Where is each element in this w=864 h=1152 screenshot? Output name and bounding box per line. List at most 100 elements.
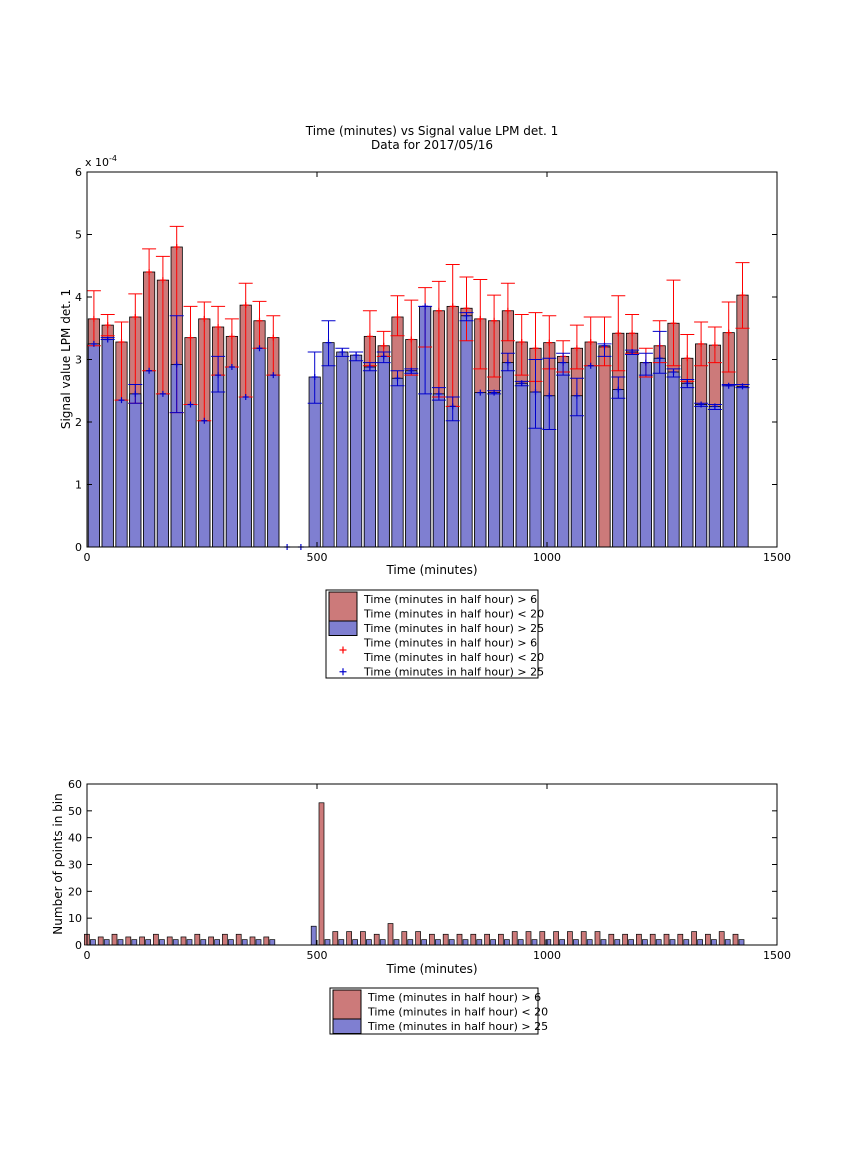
bar-series-b	[225, 366, 238, 548]
error-bar-series-a	[473, 279, 488, 370]
x-tick-label: 1500	[763, 551, 791, 564]
bar-series-a	[429, 933, 435, 946]
bar-series-b	[324, 939, 331, 946]
bar-series-a	[208, 936, 214, 946]
y-tick-label: 3	[75, 354, 82, 367]
bar-series-a	[567, 931, 573, 946]
bar-series-b	[446, 405, 459, 548]
bar-series-a	[622, 933, 628, 946]
x-tick-label: 500	[307, 551, 328, 564]
bar-series-a	[111, 933, 118, 946]
bar-series-b	[738, 939, 745, 946]
bar-series-b	[462, 939, 469, 946]
error-bar-series-a	[500, 282, 515, 342]
bar-series-b	[407, 939, 414, 946]
bar-series-b	[667, 371, 680, 548]
bar-series-b	[255, 939, 262, 946]
bar-series-a	[594, 931, 601, 946]
error-bar-series-b	[431, 387, 446, 401]
error-bar-series-b	[694, 401, 709, 408]
bar-series-b	[87, 343, 100, 548]
error-bar-series-b	[349, 351, 364, 362]
y-axis-label: Signal value LPM det. 1	[59, 289, 73, 429]
bar-series-b	[557, 362, 570, 548]
bar-series-a	[598, 346, 611, 548]
error-bar-series-b	[187, 401, 194, 408]
bar-series-a	[553, 931, 559, 946]
error-bar-series-b	[211, 355, 226, 393]
bar-series-a	[166, 936, 173, 946]
bar-series-a	[249, 936, 256, 946]
error-bar-series-b	[256, 345, 263, 352]
bar-series-b	[363, 366, 376, 548]
y-tick-label: 2	[75, 416, 82, 429]
bar-series-b	[377, 355, 390, 548]
bar-series-b	[352, 939, 358, 946]
bar-series-a	[705, 933, 711, 946]
error-bars-group	[86, 225, 750, 550]
bar-series-a	[663, 933, 670, 946]
bar-series-b	[515, 382, 528, 548]
error-bar-series-a	[431, 280, 446, 398]
error-bar-series-b	[90, 340, 97, 347]
bar-series-b	[101, 339, 114, 548]
bar-series-b	[379, 939, 386, 946]
bar-series-b	[117, 939, 124, 946]
bar-series-b	[350, 354, 363, 548]
bar-series-b	[612, 389, 625, 548]
bar-series-a	[360, 931, 366, 946]
bar-series-a	[677, 933, 684, 946]
bar-series-b	[573, 939, 579, 946]
legend-entry-text: Time (minutes in half hour) > 6	[367, 991, 541, 1004]
bar-series-b	[504, 939, 510, 946]
error-bar-series-a	[183, 305, 198, 405]
bar-series-b	[200, 939, 207, 946]
count-chart: 0 500 1000 1500 0 10 20 30 40 50 60 Time (minutes)…	[51, 778, 791, 1035]
legend-swatch	[332, 1018, 362, 1034]
bar-series-a	[442, 933, 449, 946]
error-bar-series-a	[362, 310, 377, 367]
x-tick-label: 1000	[533, 551, 561, 564]
legend-swatch	[328, 620, 358, 636]
bar-series-b	[131, 939, 138, 946]
error-bar-series-b	[666, 368, 681, 378]
bar-series-a	[401, 931, 408, 946]
error-bar-series-b	[652, 330, 667, 374]
error-bar-series-b	[404, 367, 419, 374]
bar-series-b	[159, 939, 165, 946]
error-bar-series-b	[459, 312, 474, 322]
error-bar-series-a	[666, 279, 681, 367]
error-bar-series-b	[376, 351, 391, 364]
bar-series-b	[310, 925, 317, 946]
error-bar-series-b	[201, 417, 208, 424]
bar-series-a	[511, 931, 518, 946]
bar-series-a	[139, 936, 145, 946]
bar-series-b	[184, 404, 197, 548]
bar-series-b	[214, 939, 220, 946]
legend-entry-text: Time (minutes in half hour) > 25	[363, 666, 544, 679]
error-bar-series-b	[625, 349, 640, 355]
bar-series-a	[318, 802, 325, 946]
axis-ticks: 0 500 1000 1500 0 1 2 3 4 5 6	[75, 166, 791, 564]
bar-series-b	[405, 370, 418, 548]
x-axis-label: Time (minutes)	[385, 962, 477, 976]
legend-entry-text: Time (minutes in half hour) < 20	[363, 651, 544, 664]
bar-series-b	[393, 939, 400, 946]
bar-series-a	[456, 933, 463, 946]
x-tick-label: 1500	[763, 949, 791, 962]
bar-series-a	[636, 933, 642, 946]
bar-series-b	[129, 393, 142, 548]
signal-chart: Time (minutes) vs Signal value LPM det. …	[59, 124, 791, 679]
error-bar-series-b	[128, 384, 143, 404]
bar-series-b	[186, 939, 193, 946]
bar-series-a	[263, 936, 270, 946]
bar-series-b	[517, 939, 524, 946]
error-bar-series-b	[242, 394, 249, 400]
x-tick-label: 0	[84, 949, 91, 962]
bar-series-b	[736, 385, 749, 548]
bar-series-b	[655, 939, 662, 946]
error-bar-series-a	[459, 276, 474, 342]
error-bar-series-b	[270, 372, 277, 379]
plot-frame	[86, 783, 778, 946]
bar-series-b	[642, 939, 648, 946]
